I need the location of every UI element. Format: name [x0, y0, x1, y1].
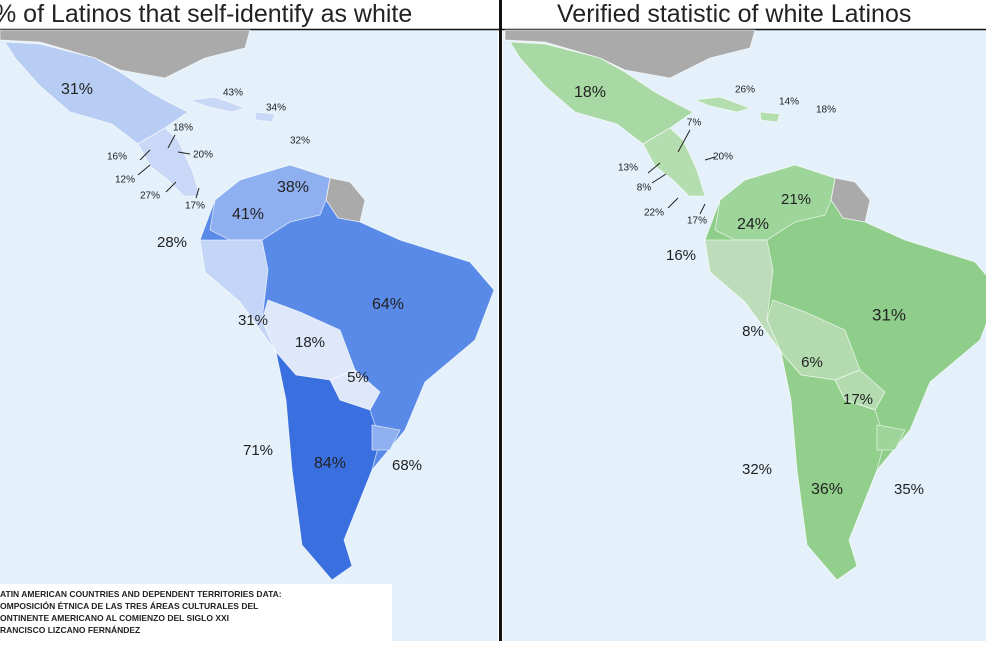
country-label: 38%	[277, 179, 309, 196]
leader-line	[195, 187, 200, 199]
country-label: 18%	[173, 123, 193, 134]
left-title: % of Latinos that self-identify as white	[0, 0, 412, 28]
north-america	[0, 29, 251, 79]
country-label: 18%	[295, 334, 325, 351]
country-label: 84%	[314, 455, 346, 472]
leader-line	[137, 164, 151, 176]
country-label: 17%	[185, 201, 205, 212]
colombia-venezuela	[209, 164, 331, 241]
leader-line	[167, 134, 176, 149]
source-line: RANCISCO LIZCANO FERNÁNDEZ	[0, 625, 140, 635]
country-label: 21%	[781, 191, 811, 208]
country-label: 68%	[392, 457, 422, 474]
country-label: 41%	[232, 206, 264, 223]
country-label: 34%	[266, 103, 286, 114]
country-label: 6%	[801, 354, 823, 371]
country-label: 14%	[779, 97, 799, 108]
country-label: 22%	[644, 208, 664, 219]
country-label: 17%	[687, 216, 707, 227]
uruguay	[876, 424, 906, 451]
leader-line	[651, 173, 667, 184]
country-label: 7%	[687, 118, 702, 129]
source-line: OMPOSICIÓN ÉTNICA DE LAS TRES ÁREAS CULT…	[0, 600, 258, 611]
uruguay	[371, 424, 401, 451]
country-label: 20%	[713, 152, 733, 163]
country-label: 8%	[742, 323, 764, 340]
right-title: Verified statistic of white Latinos	[557, 0, 911, 28]
country-label: 13%	[618, 163, 638, 174]
country-label: 16%	[666, 247, 696, 264]
country-label: 36%	[811, 481, 843, 498]
argentina	[275, 350, 381, 581]
country-label: 8%	[637, 183, 652, 194]
argentina	[780, 350, 886, 581]
hispaniola	[759, 111, 781, 123]
map-1	[504, 29, 986, 581]
country-label: 32%	[742, 461, 772, 478]
leader-line	[647, 162, 661, 174]
cuba	[189, 96, 247, 113]
leader-line	[177, 151, 191, 155]
source-line: ATIN AMERICAN COUNTRIES AND DEPENDENT TE…	[0, 589, 282, 599]
country-label: 26%	[735, 85, 755, 96]
country-label: 27%	[140, 191, 160, 202]
country-label: 31%	[61, 81, 93, 98]
country-label: 18%	[816, 105, 836, 116]
country-label: 18%	[574, 84, 606, 101]
leader-line	[677, 129, 691, 153]
colombia-venezuela	[714, 164, 836, 241]
country-label: 17%	[843, 391, 873, 408]
central-america	[137, 127, 201, 197]
leader-line	[165, 181, 177, 193]
country-label: 43%	[223, 88, 243, 99]
leader-line	[667, 197, 679, 209]
source-line: ONTINENTE AMERICANO AL COMIENZO DEL SIGL…	[0, 613, 229, 623]
leader-line	[704, 156, 716, 161]
country-label: 32%	[290, 136, 310, 147]
country-label: 35%	[894, 481, 924, 498]
country-label: 12%	[115, 175, 135, 186]
central-america	[642, 127, 706, 197]
country-label: 31%	[238, 312, 268, 329]
north-america	[504, 29, 756, 79]
country-label: 28%	[157, 234, 187, 251]
country-label: 71%	[243, 442, 273, 459]
hispaniola	[254, 111, 276, 123]
country-label: 20%	[193, 150, 213, 161]
leader-line	[139, 149, 151, 161]
leader-line	[699, 203, 706, 215]
source-box	[0, 584, 392, 641]
country-label: 5%	[347, 369, 369, 386]
cuba	[694, 96, 752, 113]
mexico	[509, 41, 694, 145]
map-0	[0, 29, 495, 581]
country-label: 16%	[107, 152, 127, 163]
country-label: 24%	[737, 216, 769, 233]
country-label: 64%	[372, 296, 404, 313]
mexico	[4, 41, 189, 145]
country-label: 31%	[872, 305, 906, 324]
